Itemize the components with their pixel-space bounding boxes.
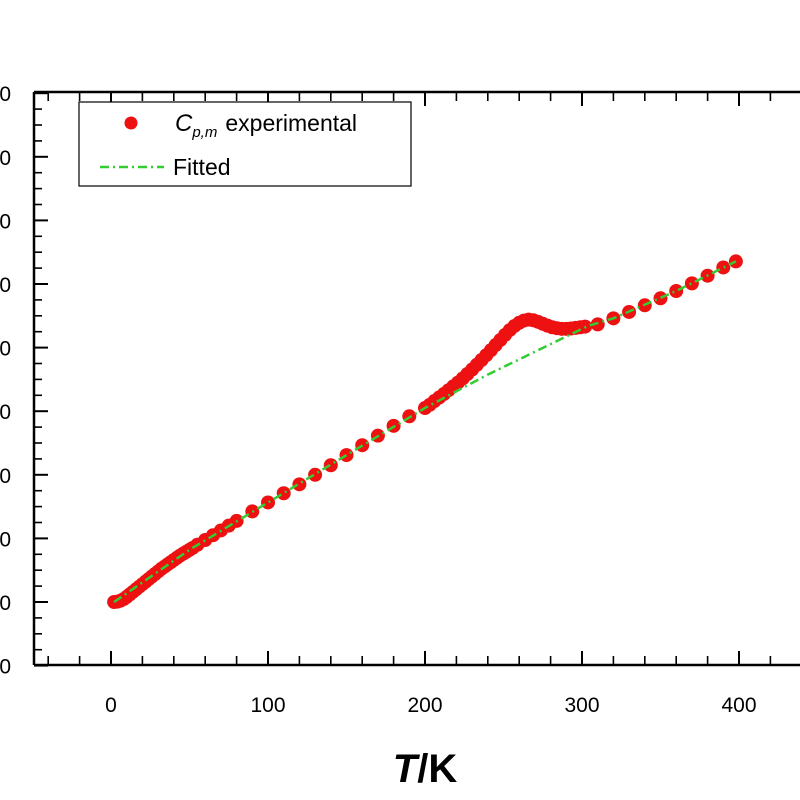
legend-symbol: C (175, 110, 193, 137)
y-tick-label: 0 (0, 83, 11, 106)
data-point (276, 486, 291, 501)
experimental-series (107, 254, 743, 609)
data-point (323, 458, 338, 473)
x-axis-ticks: 0 100 200 300 400 (47, 92, 772, 717)
legend-label-fitted: Fitted (173, 154, 231, 180)
y-axis-ticks: 0 0 0 0 0 0 0 0 0 0 (0, 83, 48, 679)
y-tick-label: 0 (0, 210, 11, 233)
y-tick-label: 0 (0, 401, 11, 424)
legend-subscript: p,m (191, 124, 217, 141)
data-point (292, 477, 307, 492)
legend-marker-experimental (124, 116, 138, 130)
y-tick-label: 0 (0, 147, 11, 170)
y-tick-label: 0 (0, 592, 11, 615)
x-tick-label: 400 (721, 694, 756, 717)
y-tick-label: 0 (0, 465, 11, 488)
fitted-line (113, 260, 737, 604)
y-tick-label: 0 (0, 274, 11, 297)
fitted-series (113, 260, 737, 604)
y-tick-label: 0 (0, 338, 11, 361)
y-tick-label: 0 (0, 528, 11, 551)
data-point (590, 317, 605, 332)
data-point (684, 276, 699, 291)
x-axis-title-unit: /K (417, 747, 457, 791)
data-point (716, 260, 731, 275)
data-point (339, 448, 354, 463)
x-axis-title: T/K (393, 747, 458, 791)
legend-experimental-word: experimental (225, 110, 357, 136)
data-point (669, 283, 684, 298)
x-tick-label: 200 (407, 694, 442, 717)
x-tick-label: 0 (105, 694, 117, 717)
x-axis-title-italic: T (393, 747, 421, 791)
legend-label-experimental: Cp,m experimental (175, 110, 357, 141)
data-point (308, 467, 323, 482)
legend: Cp,m experimental Fitted (78, 101, 412, 187)
y-tick-label: 0 (0, 656, 11, 679)
data-point (261, 495, 275, 510)
legend-box (78, 101, 412, 187)
x-tick-label: 300 (564, 694, 599, 717)
data-point (653, 291, 668, 306)
x-tick-label: 100 (250, 694, 285, 717)
